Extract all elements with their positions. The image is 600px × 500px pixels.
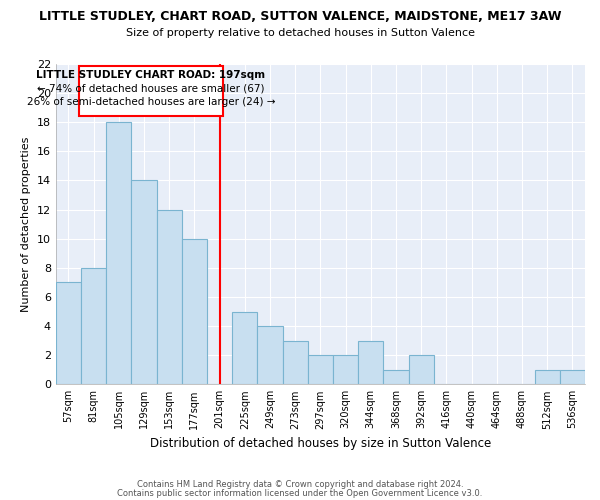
Text: 26% of semi-detached houses are larger (24) →: 26% of semi-detached houses are larger (…	[26, 98, 275, 108]
Bar	[157, 210, 182, 384]
Bar	[81, 268, 106, 384]
Bar	[131, 180, 157, 384]
Text: ← 74% of detached houses are smaller (67): ← 74% of detached houses are smaller (67…	[37, 84, 265, 94]
Y-axis label: Number of detached properties: Number of detached properties	[21, 136, 31, 312]
Bar	[409, 355, 434, 384]
Bar	[333, 355, 358, 384]
Bar	[560, 370, 585, 384]
Bar	[232, 312, 257, 384]
Text: LITTLE STUDLEY CHART ROAD: 197sqm: LITTLE STUDLEY CHART ROAD: 197sqm	[36, 70, 265, 80]
Text: Contains public sector information licensed under the Open Government Licence v3: Contains public sector information licen…	[118, 488, 482, 498]
Bar	[358, 340, 383, 384]
Bar	[182, 238, 207, 384]
Bar	[308, 355, 333, 384]
Bar	[283, 340, 308, 384]
Bar	[535, 370, 560, 384]
Text: LITTLE STUDLEY, CHART ROAD, SUTTON VALENCE, MAIDSTONE, ME17 3AW: LITTLE STUDLEY, CHART ROAD, SUTTON VALEN…	[39, 10, 561, 23]
Bar	[383, 370, 409, 384]
Text: Contains HM Land Registry data © Crown copyright and database right 2024.: Contains HM Land Registry data © Crown c…	[137, 480, 463, 489]
Bar	[106, 122, 131, 384]
X-axis label: Distribution of detached houses by size in Sutton Valence: Distribution of detached houses by size …	[150, 437, 491, 450]
FancyBboxPatch shape	[79, 66, 223, 116]
Text: Size of property relative to detached houses in Sutton Valence: Size of property relative to detached ho…	[125, 28, 475, 38]
Bar	[56, 282, 81, 384]
Bar	[257, 326, 283, 384]
